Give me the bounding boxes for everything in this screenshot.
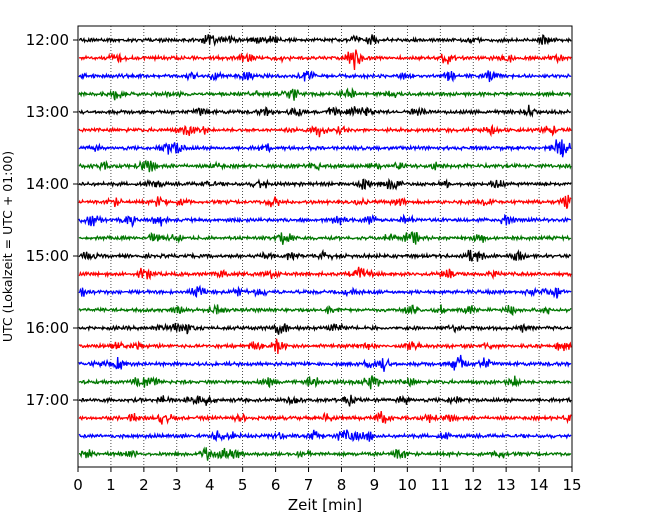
trace-9	[78, 177, 572, 191]
trace-17	[78, 322, 572, 335]
trace-22	[78, 411, 572, 425]
trace-7	[78, 139, 572, 158]
x-axis-label: Zeit [min]	[288, 496, 362, 514]
trace-23	[78, 429, 572, 443]
x-tick-label: 8	[337, 476, 347, 494]
x-tick-label: 0	[73, 476, 83, 494]
trace-14	[78, 266, 572, 281]
x-tick-label: 2	[139, 476, 149, 494]
x-tick-label: 4	[205, 476, 215, 494]
x-tick-label: 3	[172, 476, 182, 494]
trace-6	[78, 123, 572, 138]
x-tick-label: 1	[106, 476, 116, 494]
trace-1	[78, 34, 572, 47]
x-tick-label: 7	[304, 476, 314, 494]
x-tick-label: 9	[370, 476, 380, 494]
trace-10	[78, 194, 572, 209]
trace-8	[78, 159, 572, 173]
x-tick-label: 14	[530, 476, 549, 494]
plot-frame	[77, 25, 573, 468]
y-tick-label: 17:00	[26, 391, 69, 409]
x-tick-label: 12	[464, 476, 483, 494]
trace-3	[78, 70, 572, 83]
trace-16	[78, 303, 572, 317]
x-tick-label: 15	[562, 476, 581, 494]
x-tick-label: 13	[497, 476, 516, 494]
trace-19	[78, 354, 572, 372]
y-tick-label: 13:00	[26, 103, 69, 121]
x-tick-label: 6	[271, 476, 281, 494]
y-tick-label: 12:00	[26, 31, 69, 49]
trace-13	[78, 248, 572, 262]
trace-11	[78, 213, 572, 229]
trace-5	[78, 104, 571, 118]
trace-20	[78, 375, 572, 390]
y-axis: 12:00 13:00 14:00 15:00 16:00 17:00	[26, 31, 78, 409]
x-tick-label: 10	[398, 476, 417, 494]
trace-21	[78, 394, 572, 407]
trace-18	[78, 338, 572, 354]
trace-4	[78, 86, 572, 101]
y-tick-label: 15:00	[26, 247, 69, 265]
y-tick-label: 14:00	[26, 175, 69, 193]
y-axis-label: UTC (Lokalzeit = UTC + 01:00)	[0, 151, 15, 342]
x-axis: 0 1 2 3 4 5 6 7 8 9 10 11 12 13 14 15	[73, 467, 582, 494]
trace-12	[78, 231, 572, 245]
x-tick-label: 11	[431, 476, 450, 494]
x-tick-label: 5	[238, 476, 248, 494]
trace-24	[78, 446, 572, 461]
trace-2	[78, 49, 572, 71]
trace-15	[78, 284, 572, 299]
y-tick-label: 16:00	[26, 319, 69, 337]
seismogram-traces	[78, 34, 572, 461]
